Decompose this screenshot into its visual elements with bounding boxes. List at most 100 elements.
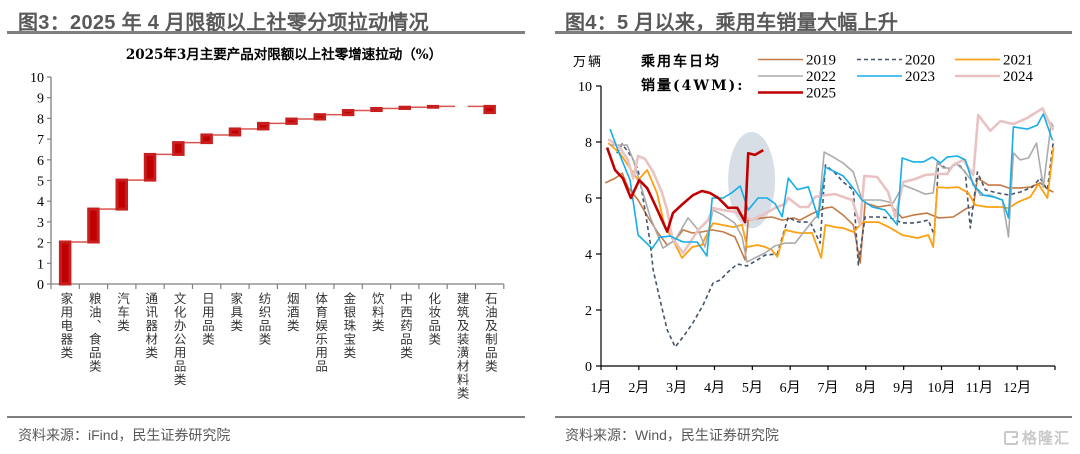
bar (426, 104, 440, 109)
x-category-label: 纺织品类 (256, 292, 272, 346)
y-tick-label: 8 (37, 112, 44, 127)
x-category-label: 家具类 (228, 292, 244, 333)
x-category-label: 文化办公用品类 (171, 292, 187, 387)
x-tick-label: 2月 (628, 380, 649, 396)
legend-label: 2024 (1003, 69, 1034, 85)
y-tick-label: 5 (37, 175, 44, 190)
bar (370, 106, 383, 113)
figure-3-header-rule (7, 31, 525, 34)
y-tick-label: 0 (37, 278, 44, 293)
watermark: 格隆汇 (1004, 427, 1070, 448)
figure-3-source: 资料来源：iFind，民生证券研究院 (18, 427, 231, 443)
x-category-label: 汽车类 (115, 292, 130, 333)
legend-label: 2023 (905, 69, 935, 85)
legend-title: 乘用车日均 (640, 53, 721, 70)
legend-item: 2022 (758, 69, 836, 85)
y-tick-label: 9 (37, 92, 44, 107)
legend-item: 2025 (758, 86, 836, 102)
watermark-text: 格隆汇 (1022, 430, 1071, 447)
y-tick-label: 0 (585, 360, 592, 375)
x-tick-label: 9月 (893, 380, 914, 396)
x-category-label: 通讯器材类 (143, 292, 159, 360)
figure-4-header-rule (555, 31, 1072, 34)
x-category-label: 家用电器类 (58, 292, 74, 360)
legend-title: 销量(4WM): (641, 77, 744, 94)
y-axis-unit-label: 万辆 (573, 55, 603, 70)
bar (228, 127, 242, 137)
series-line-2025 (605, 147, 764, 233)
connectors (71, 105, 484, 243)
legend-label: 2025 (806, 86, 836, 102)
x-category-label: 粮油、食品类 (86, 292, 102, 373)
bar (58, 240, 72, 286)
y-axis: 0 1 2 3 4 5 6 7 8 9 10 (30, 71, 52, 293)
series-lines (604, 107, 1055, 348)
x-tick-label: 5月 (742, 380, 763, 396)
highlight-ellipse (728, 131, 776, 229)
legend-label: 2020 (905, 53, 935, 69)
legend-label: 2019 (806, 53, 836, 69)
x-axis: 1月 2月 3月 4月 5月 6月 7月 8月 9月 10月 11月 12月 (591, 365, 1056, 396)
legend-item: 2024 (955, 69, 1034, 85)
figure-4-footer-rule (555, 416, 1072, 418)
series-line-2024 (607, 107, 1055, 255)
x-tick-label: 1月 (591, 380, 612, 396)
x-category-label: 中西药品类 (398, 292, 413, 360)
x-tick-label: 12月 (1003, 380, 1031, 396)
x-tick-label: 11月 (966, 380, 993, 396)
x-tick-label: 6月 (780, 380, 801, 396)
y-tick-label: 10 (578, 80, 592, 95)
bar (313, 113, 327, 121)
x-category-label: 饮料类 (369, 292, 385, 333)
y-tick-label: 6 (37, 154, 44, 169)
figure-4-title: 图4：5 月以来，乘用车销量大幅上升 (565, 12, 899, 34)
x-axis (50, 283, 505, 289)
legend-item: 2019 (758, 53, 836, 69)
x-category-label: 金银珠宝类 (341, 292, 357, 360)
legend-item: 2020 (857, 53, 935, 69)
y-tick-label: 3 (37, 216, 44, 231)
x-tick-label: 3月 (666, 380, 687, 396)
y-tick-label: 2 (585, 304, 592, 319)
figure-3-title: 图3：2025 年 4 月限额以上社零分项拉动情况 (18, 12, 429, 34)
y-tick-label: 4 (37, 195, 44, 210)
bar (143, 152, 157, 182)
legend-item: 2021 (955, 53, 1033, 69)
series-line-2021 (607, 142, 1055, 259)
x-category-label: 烟酒类 (284, 292, 300, 333)
figure-3-footer-rule (7, 416, 525, 418)
x-category-label: 建筑及装潢材料类 (454, 292, 470, 400)
x-category-label: 日用品类 (199, 292, 215, 346)
legend-item: 2023 (857, 69, 935, 85)
x-category-label: 体育娱乐用品 (313, 292, 329, 373)
y-tick-label: 1 (37, 257, 44, 272)
x-category-label: 石油及制品类 (482, 292, 498, 373)
bar (172, 141, 185, 156)
legend-label: 2021 (1003, 53, 1033, 69)
waterfall-chart: 0 1 2 3 4 5 6 7 8 9 10 (30, 71, 505, 293)
bar (200, 133, 213, 145)
bar (257, 121, 270, 131)
x-tick-label: 8月 (855, 380, 876, 396)
bar (87, 207, 100, 244)
bar (285, 117, 298, 125)
series-line-2023 (609, 113, 1054, 257)
y-tick-label: 2 (37, 237, 44, 252)
series-line-2020 (616, 139, 1055, 348)
waterfall-chart-title: 2025年3月主要产品对限额以上社零增速拉动（%） (125, 47, 443, 63)
y-tick-label: 10 (30, 71, 44, 86)
y-tick-label: 4 (585, 248, 592, 263)
bar (483, 104, 496, 115)
x-tick-label: 10月 (928, 380, 956, 396)
y-tick-label: 7 (37, 133, 44, 148)
legend-label: 2022 (806, 69, 836, 85)
bar (115, 178, 128, 211)
x-tick-label: 4月 (704, 380, 725, 396)
x-tick-label: 7月 (818, 380, 839, 396)
bar (341, 109, 355, 117)
gelonghui-logo-icon (1004, 430, 1018, 445)
line-chart: 0 2 4 6 8 10 万辆 1月 2月 3月 4月 5月 6月 7月 8月 9月 10月 11月 12月 乘用车日… (573, 53, 1056, 396)
x-category-label: 化妆品类 (426, 292, 442, 346)
bar (398, 105, 411, 110)
